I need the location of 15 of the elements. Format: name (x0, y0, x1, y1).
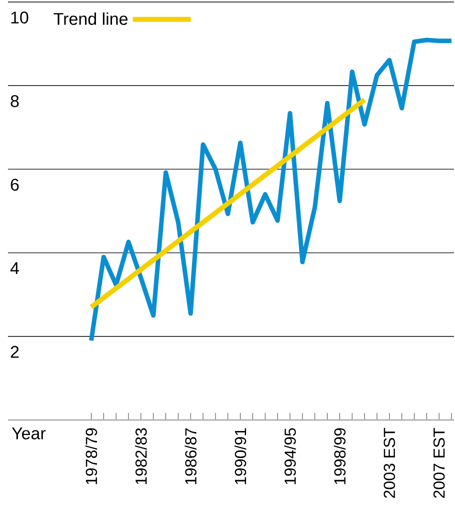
y-tick-label: 2 (10, 346, 19, 358)
y-tick-label: 4 (10, 262, 20, 274)
x-tick-label: 1982/83 (135, 428, 147, 484)
y-tick-label: 10 (11, 12, 28, 24)
x-tick-label: 1990/91 (234, 428, 246, 484)
x-tick-label: 2007 EST (434, 428, 445, 498)
y-tick-label: 6 (10, 178, 19, 191)
x-tick-label: 2003 EST (384, 428, 396, 498)
y-tick-label: 8 (10, 95, 19, 108)
x-axis-title: Year (12, 428, 46, 440)
legend-label: Trend line (54, 12, 128, 25)
x-tick-label: 1998/99 (334, 428, 346, 484)
x-tick-label: 1986/87 (184, 428, 197, 484)
x-tick-label: 1994/95 (284, 428, 296, 484)
x-tick-label: 1978/79 (85, 428, 98, 484)
